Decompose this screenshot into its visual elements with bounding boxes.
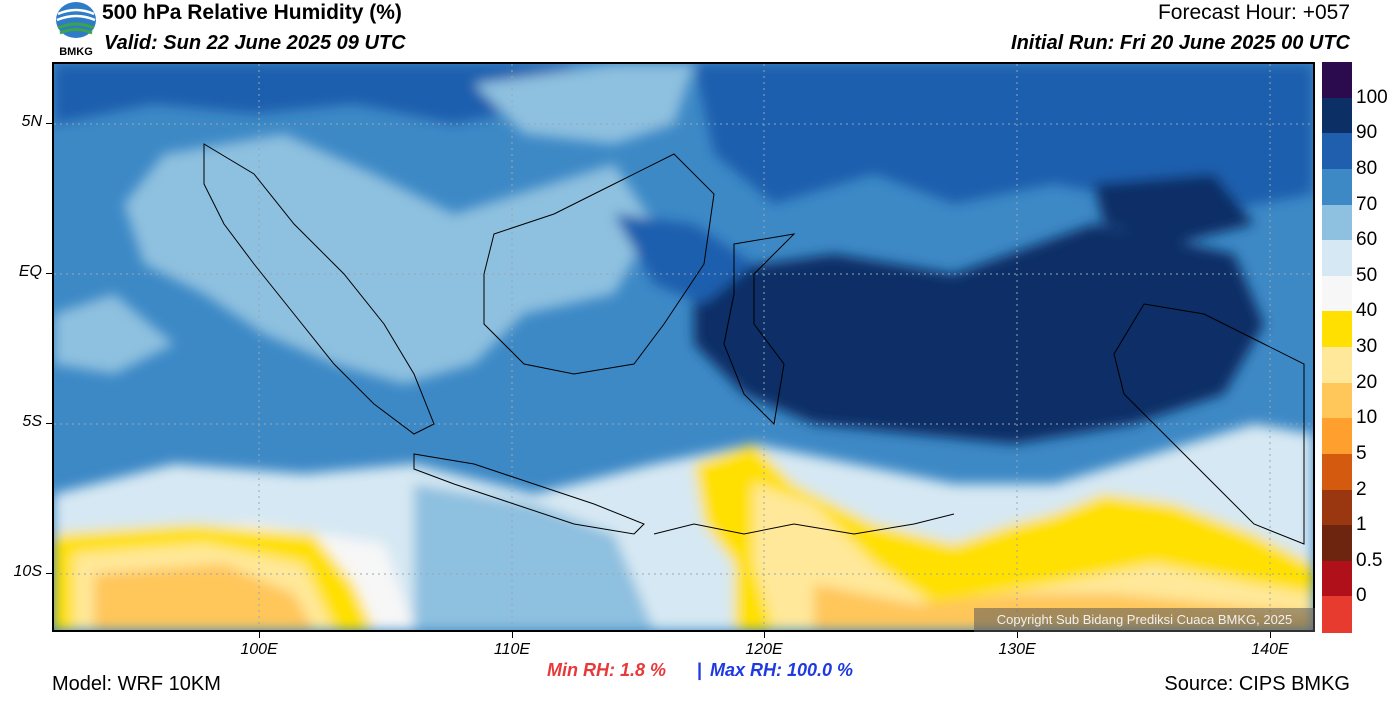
colorbar-segment <box>1322 240 1352 277</box>
colorbar-segment <box>1322 418 1352 455</box>
humidity-map <box>52 62 1315 632</box>
stats-separator: | <box>697 660 703 680</box>
lat-label-5s: 5S <box>22 413 42 430</box>
colorbar-segment <box>1322 311 1352 348</box>
colorbar-label: 0 <box>1356 585 1367 607</box>
logo-text: BMKG <box>59 46 93 58</box>
max-rh: Max RH: 100.0 % <box>710 660 854 680</box>
bmkg-logo <box>52 0 100 62</box>
colorbar-segment <box>1322 453 1352 490</box>
lon-label-130e: 130E <box>998 641 1036 658</box>
colorbar-label: 50 <box>1356 264 1378 286</box>
coastlines <box>203 143 1305 545</box>
lon-label-100e: 100E <box>240 641 278 658</box>
valid-time: Valid: Sun 22 June 2025 09 UTC <box>104 32 406 54</box>
lon-label-140e: 140E <box>1251 641 1289 658</box>
colorbar-label: 100 <box>1356 86 1388 108</box>
lon-label-110e: 110E <box>493 641 531 658</box>
humidity-field <box>54 64 1313 630</box>
colorbar-segment <box>1322 347 1352 384</box>
colorbar-label: 80 <box>1356 157 1378 179</box>
colorbar-label: 70 <box>1356 193 1378 215</box>
colorbar <box>1322 62 1352 633</box>
colorbar-label: 1 <box>1356 514 1367 536</box>
colorbar-label: 30 <box>1356 336 1378 357</box>
colorbar-label: 0.5 <box>1356 549 1383 571</box>
colorbar-label: 20 <box>1356 371 1378 393</box>
min-rh: Min RH: 1.8 % <box>547 660 667 680</box>
copyright-text: Copyright Sub Bidang Prediksi Cuaca BMKG… <box>974 608 1315 632</box>
model-label: Model: WRF 10KM <box>52 673 221 695</box>
lat-label-5n: 5N <box>21 113 42 130</box>
colorbar-segment <box>1322 204 1352 241</box>
colorbar-label: 40 <box>1356 300 1378 322</box>
lat-label-eq: EQ <box>18 263 42 280</box>
colorbar-segment <box>1322 489 1352 526</box>
lon-label-120e: 120E <box>745 641 783 658</box>
initial-run: Initial Run: Fri 20 June 2025 00 UTC <box>1011 32 1350 54</box>
colorbar-segment <box>1322 275 1352 312</box>
colorbar-segment <box>1322 133 1352 170</box>
colorbar-label: 60 <box>1356 229 1378 251</box>
colorbar-label: 10 <box>1356 407 1378 429</box>
chart-title: 500 hPa Relative Humidity (%) <box>102 1 402 24</box>
colorbar-label: 90 <box>1356 122 1378 144</box>
source-label: Source: CIPS BMKG <box>1164 673 1350 695</box>
colorbar-segment <box>1322 382 1352 419</box>
forecast-hour: Forecast Hour: +057 <box>1157 1 1350 24</box>
colorbar-segment <box>1322 168 1352 205</box>
colorbar-label: 2 <box>1356 478 1367 500</box>
colorbar-segment <box>1322 62 1352 99</box>
colorbar-segment <box>1322 596 1352 633</box>
colorbar-segment <box>1322 97 1352 134</box>
colorbar-segment <box>1322 560 1352 597</box>
lat-label-10s: 10S <box>13 563 42 580</box>
colorbar-label: 5 <box>1356 442 1367 464</box>
colorbar-segment <box>1322 525 1352 562</box>
